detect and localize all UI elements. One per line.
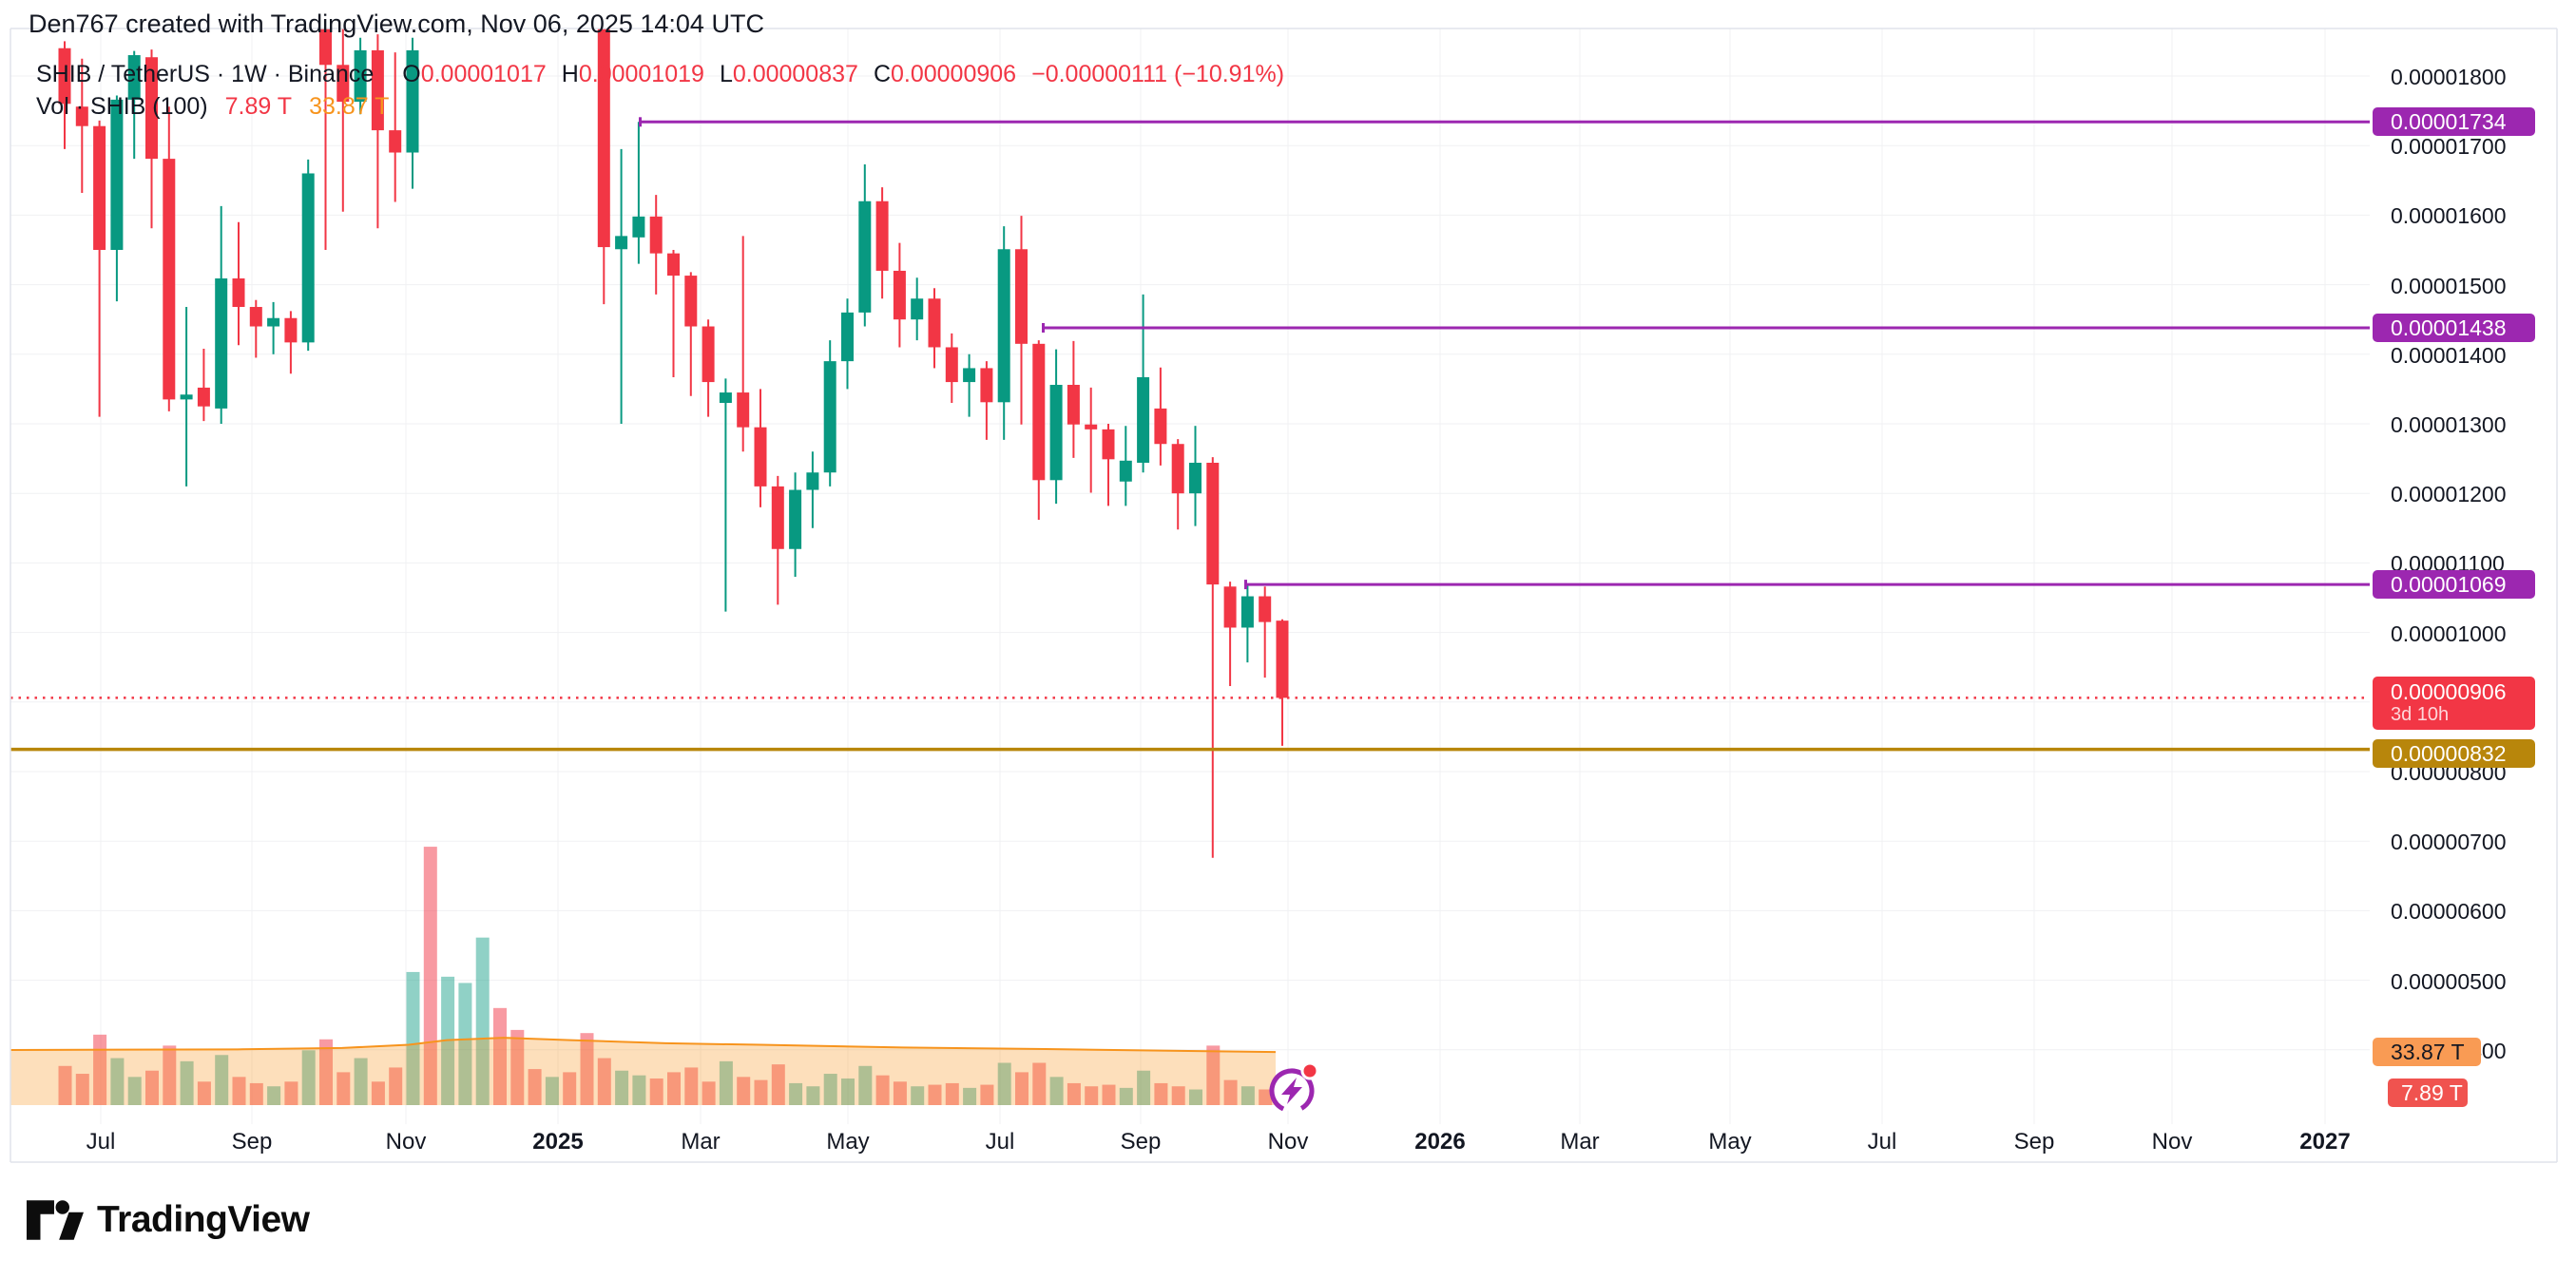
price-tick-label: 0.00001200 (2391, 482, 2507, 507)
price-tick-label: 0.00001600 (2391, 203, 2507, 229)
time-tick-label: Mar (681, 1129, 721, 1155)
time-tick-label: Nov (385, 1129, 427, 1155)
last-price-badge: 0.00000906 3d 10h (2373, 677, 2535, 731)
price-tick-label: 0.00001500 (2391, 273, 2507, 298)
time-tick-label: Jul (1867, 1129, 1897, 1155)
tradingview-logo-icon (27, 1200, 84, 1240)
symbol-title: SHIB / TetherUS · 1W · Binance (36, 61, 375, 87)
time-tick-label: Nov (2151, 1129, 2193, 1155)
low-value: L 0.00000837 (719, 61, 858, 87)
level-badge-1734: 0.00001734 (2373, 107, 2535, 137)
volume-indicator-label: Vol · SHIB (100) (36, 93, 208, 120)
change-value: −0.00000111 (−10.91%) (1031, 61, 1285, 87)
volume-ma-badge: 33.87 T (2373, 1038, 2481, 1067)
time-tick-label: Mar (1560, 1129, 1600, 1155)
bar-countdown: 3d 10h (2391, 704, 2450, 726)
price-tick-label: 0.00001400 (2391, 342, 2507, 368)
last-price-value: 0.00000906 (2391, 679, 2507, 705)
high-value: H 0.00001019 (561, 61, 704, 87)
time-tick-label: May (1708, 1129, 1752, 1155)
level-badge-1438: 0.00001438 (2373, 313, 2535, 342)
time-axis[interactable]: Jul Sep Nov 2025 Mar May Jul Sep Nov 2026 Mar May Ju… (0, 1126, 2576, 1162)
tradingview-logo[interactable]: TradingView (27, 1199, 310, 1241)
open-value: O 0.00001017 (402, 61, 547, 87)
time-tick-label: May (826, 1129, 870, 1155)
time-tick-label: 2027 (2299, 1129, 2351, 1155)
close-value: C 0.00000906 (873, 61, 1017, 87)
volume-current-value: 7.89 T (224, 93, 293, 120)
price-tick-label: 0.00000700 (2391, 830, 2507, 855)
level-badge-1069: 0.00001069 (2373, 570, 2535, 600)
time-tick-label: Nov (1267, 1129, 1309, 1155)
tradingview-logo-text: TradingView (97, 1199, 310, 1240)
time-tick-label: Jul (985, 1129, 1015, 1155)
time-tick-label: Jul (86, 1129, 116, 1155)
price-tick-label: 0.00000500 (2391, 968, 2507, 994)
volume-legend[interactable]: Vol · SHIB (100) 7.89 T 33.87 T (36, 93, 389, 121)
price-tick-label: 0.00001000 (2391, 620, 2507, 646)
time-tick-label: Sep (1120, 1129, 1162, 1155)
gold-level-badge: 0.00000832 (2373, 738, 2535, 768)
price-tick-label: 0.00001800 (2391, 65, 2507, 89)
time-tick-label: Sep (2013, 1129, 2055, 1155)
refresh-flash-icon[interactable] (1262, 1057, 1325, 1119)
time-tick-label: 2025 (532, 1129, 584, 1155)
price-tick-label: 0.00001300 (2391, 412, 2507, 437)
volume-ma-value: 33.87 T (309, 93, 390, 120)
symbol-legend[interactable]: SHIB / TetherUS · 1W · Binance O 0.000010… (36, 61, 1284, 88)
time-tick-label: 2026 (1414, 1129, 1466, 1155)
attribution-text: Den767 created with TradingView.com, Nov… (29, 10, 764, 38)
price-tick-label: 0.00000600 (2391, 899, 2507, 925)
time-tick-label: Sep (231, 1129, 273, 1155)
price-tick-label: 0.00001700 (2391, 134, 2507, 160)
volume-value-badge: 7.89 T (2388, 1079, 2468, 1107)
